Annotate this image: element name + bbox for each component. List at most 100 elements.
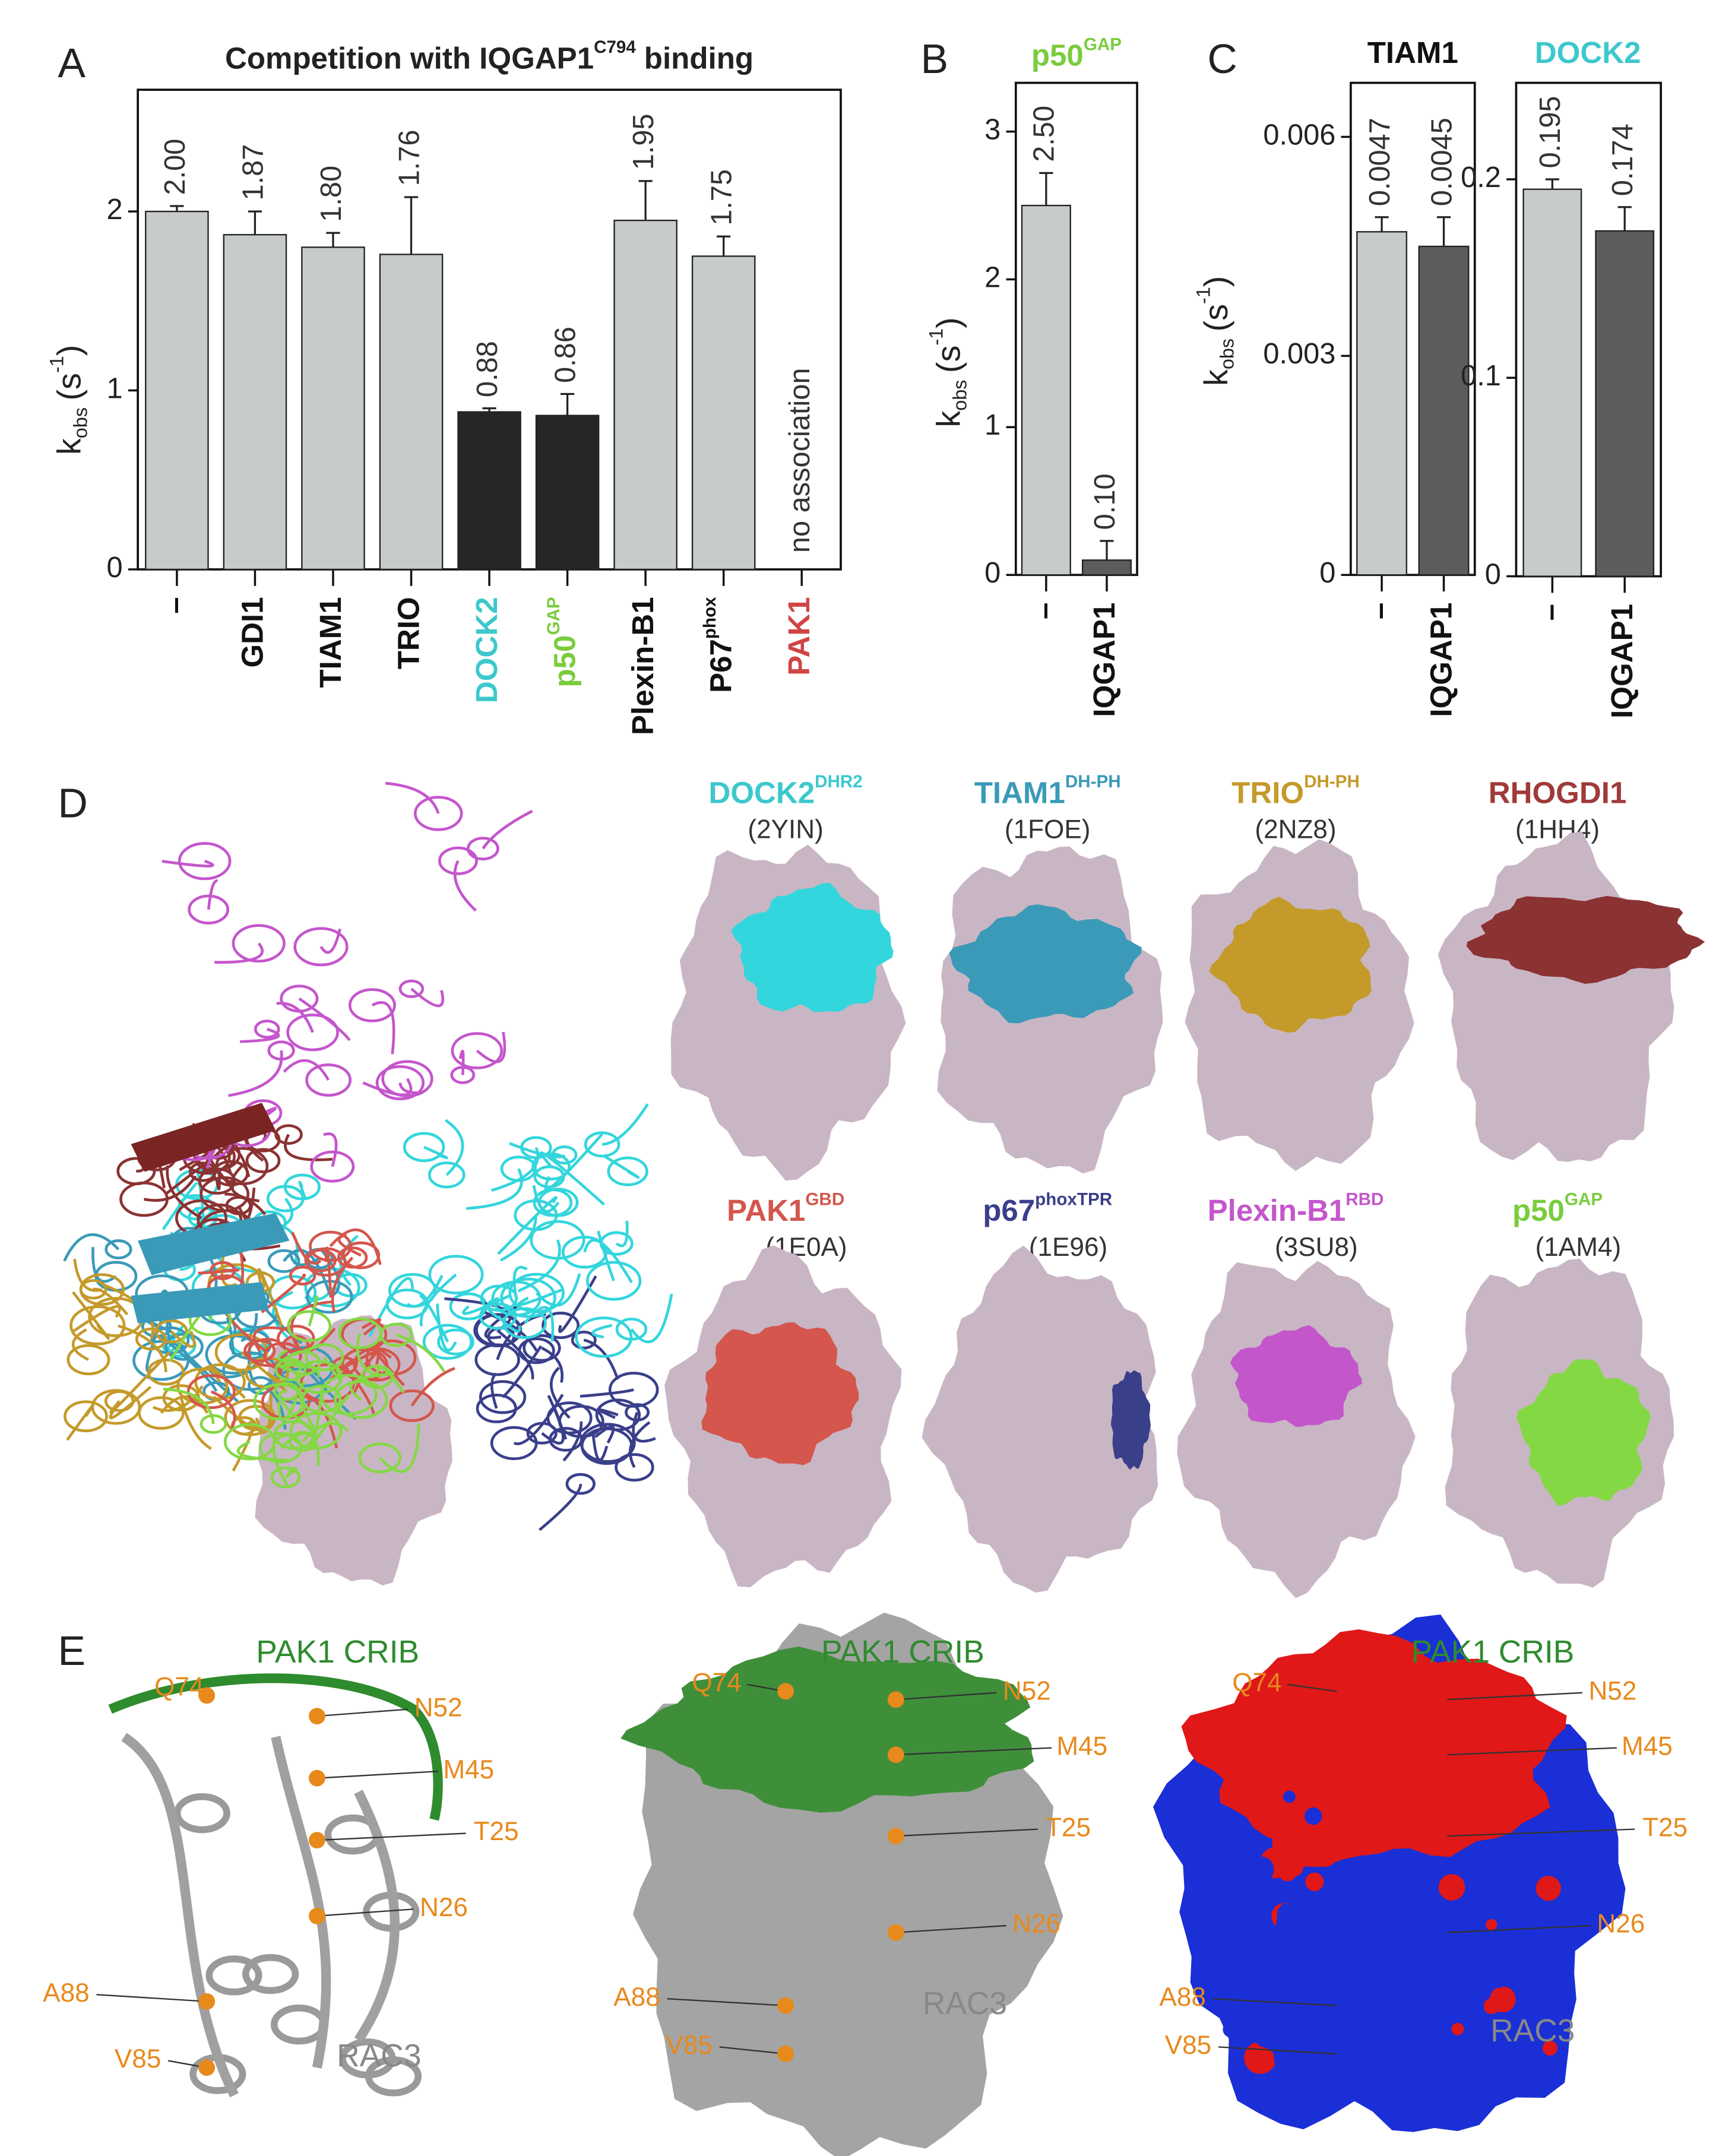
potential-dot bbox=[1278, 1862, 1297, 1882]
residue-spot bbox=[777, 1683, 794, 1700]
x-tick-label: TRIO bbox=[392, 597, 426, 669]
text-part: P67 bbox=[704, 639, 738, 693]
potential-dot bbox=[1305, 1872, 1324, 1891]
text-part: – bbox=[157, 597, 191, 613]
coil bbox=[591, 1324, 613, 1339]
coil bbox=[591, 1432, 609, 1461]
text-part: DHR2 bbox=[815, 772, 863, 792]
helix bbox=[542, 1312, 580, 1340]
helix bbox=[398, 979, 425, 998]
helix bbox=[558, 1405, 604, 1438]
leader-line bbox=[895, 1692, 997, 1701]
coil bbox=[323, 1356, 343, 1382]
x-tick-label: – bbox=[157, 597, 191, 613]
rac-surface bbox=[922, 1245, 1158, 1593]
x-tick-label: DOCK2 bbox=[470, 597, 504, 703]
coil bbox=[601, 1103, 649, 1146]
coil bbox=[93, 1287, 129, 1316]
residue-label: T25 bbox=[474, 1817, 519, 1846]
coil bbox=[462, 1294, 512, 1315]
coil bbox=[337, 1233, 362, 1257]
pdb-code: (1FOE) bbox=[1005, 815, 1091, 844]
value-label: 0.0047 bbox=[1364, 118, 1396, 206]
potential-dot bbox=[1313, 1842, 1338, 1867]
value-label: 2.00 bbox=[159, 139, 191, 195]
text-part: ) bbox=[1198, 276, 1234, 287]
coil bbox=[466, 1168, 523, 1210]
bar bbox=[223, 234, 287, 571]
helix bbox=[79, 1279, 107, 1300]
text-part: TRIO bbox=[392, 597, 426, 669]
potential-dot bbox=[1453, 1972, 1470, 1989]
text-part: IQGAP1 bbox=[1606, 604, 1639, 718]
y-axis-label: kobs (s-1) bbox=[1192, 276, 1237, 386]
bar bbox=[1418, 245, 1470, 576]
text-part: obs bbox=[1216, 338, 1237, 369]
helix bbox=[254, 1020, 280, 1039]
potential-dot bbox=[1483, 1997, 1500, 2015]
x-tick-label: – bbox=[1363, 603, 1397, 619]
helix bbox=[69, 1305, 126, 1345]
potential-dot bbox=[1283, 1790, 1296, 1803]
coil bbox=[272, 1291, 293, 1340]
x-tick-label: P67phox bbox=[700, 597, 738, 693]
coil bbox=[375, 1366, 405, 1394]
residue-label: A88 bbox=[613, 1983, 660, 2012]
bar bbox=[691, 255, 756, 571]
helix bbox=[381, 1060, 433, 1097]
coil bbox=[73, 1305, 121, 1332]
text-part: Plexin-B1 bbox=[1208, 1193, 1346, 1227]
potential-dot bbox=[1481, 2019, 1494, 2031]
residue-spot bbox=[308, 1708, 325, 1725]
helix bbox=[523, 1334, 561, 1362]
bar bbox=[379, 254, 444, 571]
helix bbox=[91, 1389, 141, 1425]
helix bbox=[531, 1152, 571, 1181]
helix bbox=[358, 1442, 401, 1474]
helix bbox=[188, 894, 230, 925]
y-tick-label: 2 bbox=[106, 194, 122, 226]
coil bbox=[109, 1385, 152, 1420]
potential-dot bbox=[1486, 1918, 1497, 1931]
y-axis-label: kobs (s-1) bbox=[46, 345, 91, 455]
pdb-code: (2YIN) bbox=[748, 815, 823, 844]
coil bbox=[118, 1324, 167, 1372]
structure-name: DOCK2DHR2 bbox=[708, 772, 862, 810]
coil bbox=[284, 1467, 298, 1479]
coil bbox=[162, 1182, 199, 1231]
bar bbox=[1021, 204, 1071, 576]
helix bbox=[365, 2056, 422, 2097]
value-label: 0.174 bbox=[1607, 124, 1639, 196]
y-tick-label: 0 bbox=[1319, 557, 1335, 589]
residue-spot bbox=[777, 2046, 794, 2062]
bar bbox=[145, 210, 209, 571]
protein-label: RAC3 bbox=[1490, 2013, 1575, 2049]
text-part: obs bbox=[69, 407, 91, 438]
residue-label: Q74 bbox=[154, 1672, 204, 1701]
value-label: 0.88 bbox=[471, 341, 504, 397]
leader-line bbox=[1218, 2046, 1337, 2055]
chart-title: TIAM1 bbox=[1367, 36, 1458, 70]
coil bbox=[476, 1031, 506, 1063]
crib-strand bbox=[108, 1673, 443, 1821]
coil bbox=[615, 1220, 629, 1248]
helix bbox=[277, 1325, 315, 1353]
value-label: 0.195 bbox=[1534, 96, 1566, 168]
residue-label: T25 bbox=[1642, 1813, 1687, 1842]
coil bbox=[170, 1330, 196, 1348]
residue-label: V85 bbox=[1165, 2031, 1211, 2060]
coil bbox=[562, 1421, 583, 1462]
text-part: TIAM1 bbox=[314, 597, 347, 688]
text-part: GAP bbox=[1565, 1189, 1603, 1209]
residue-label: A88 bbox=[43, 1978, 89, 2008]
bar bbox=[613, 220, 677, 571]
text-part: IQGAP1 bbox=[1087, 603, 1121, 717]
coil bbox=[349, 1372, 394, 1401]
panel-label: A bbox=[58, 40, 86, 86]
x-tick-label: IQGAP1 bbox=[1606, 604, 1639, 718]
coil bbox=[544, 1133, 603, 1191]
coil bbox=[91, 1247, 117, 1283]
helix bbox=[341, 1241, 381, 1269]
text-part: DOCK2 bbox=[1535, 36, 1641, 70]
y-tick-label: 0 bbox=[1485, 558, 1501, 590]
